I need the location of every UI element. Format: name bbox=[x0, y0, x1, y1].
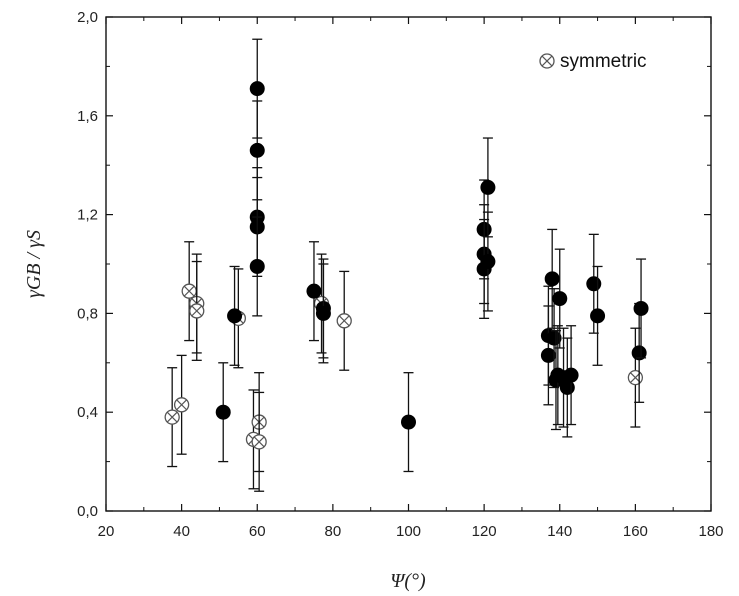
axis-ticks bbox=[105, 16, 712, 512]
filled-circle-marker bbox=[227, 308, 243, 324]
data-point-filled bbox=[590, 265, 606, 366]
y-tick-label: 0,4 bbox=[77, 404, 98, 421]
crossed-circle-marker bbox=[173, 397, 190, 413]
data-point-filled bbox=[544, 228, 560, 329]
crossed-circle-line bbox=[338, 315, 350, 327]
y-axis-title: γGB / γS bbox=[23, 230, 45, 298]
x-tick-label: 100 bbox=[396, 523, 421, 540]
data-point-filled bbox=[315, 263, 331, 364]
filled-circle-marker bbox=[586, 276, 602, 292]
data-point-filled bbox=[559, 337, 575, 438]
data-point-filled bbox=[633, 258, 649, 359]
filled-circle-marker bbox=[540, 347, 556, 363]
filled-circle-marker bbox=[215, 404, 231, 420]
filled-circle-marker bbox=[480, 179, 496, 195]
filled-circle-marker bbox=[249, 258, 265, 274]
crossed-circle-line bbox=[166, 411, 178, 423]
crossed-circle-marker bbox=[336, 313, 352, 329]
filled-circle-marker bbox=[315, 305, 331, 321]
crossed-circle-line bbox=[191, 305, 203, 317]
y-tick-label: 1,2 bbox=[77, 207, 98, 224]
filled-circle-marker bbox=[631, 345, 647, 361]
x-tick-label: 120 bbox=[472, 523, 497, 540]
filled-circle-marker bbox=[590, 308, 606, 324]
legend: symmetric bbox=[539, 51, 647, 72]
filled-circle-marker bbox=[552, 291, 568, 307]
x-tick-label: 180 bbox=[698, 523, 723, 540]
data-point-symmetric bbox=[173, 354, 190, 455]
crossed-circle-marker bbox=[189, 303, 205, 319]
crossed-circle-marker bbox=[181, 283, 197, 299]
filled-circle-marker bbox=[249, 142, 265, 158]
crossed-circle-line bbox=[253, 436, 265, 448]
data-point-filled bbox=[631, 302, 647, 403]
data-point-filled bbox=[227, 265, 243, 366]
x-axis-title: Ψ(°) bbox=[390, 570, 426, 592]
crossed-circle-marker bbox=[251, 434, 267, 450]
x-tick-label: 40 bbox=[173, 523, 190, 540]
filled-circle-marker bbox=[563, 367, 579, 383]
x-tick-label: 140 bbox=[547, 523, 572, 540]
data-point-symmetric bbox=[627, 327, 644, 428]
x-tick-label: 20 bbox=[98, 523, 115, 540]
data-point-filled bbox=[249, 216, 265, 317]
data-point-filled bbox=[401, 372, 416, 473]
filled-circle-marker bbox=[544, 271, 560, 287]
data-point-symmetric bbox=[251, 391, 267, 492]
y-tick-label: 1,6 bbox=[77, 108, 98, 125]
legend-crossed-circle bbox=[539, 53, 555, 69]
y-tick-label: 0,0 bbox=[77, 503, 98, 520]
data-point-filled bbox=[480, 211, 496, 312]
data-point-symmetric bbox=[181, 241, 197, 342]
crossed-circle-marker bbox=[627, 369, 644, 386]
legend-marker-symmetric bbox=[539, 53, 555, 69]
data-point-symmetric bbox=[164, 367, 180, 468]
filled-circle-marker bbox=[480, 254, 496, 270]
legend-label-symmetric: symmetric bbox=[560, 51, 647, 72]
data-point-filled bbox=[306, 241, 322, 342]
x-tick-label: 80 bbox=[325, 523, 342, 540]
filled-circle-marker bbox=[401, 414, 416, 430]
crossed-circle-line bbox=[183, 285, 195, 297]
y-tick-label: 0,8 bbox=[77, 305, 98, 322]
filled-circle-marker bbox=[249, 81, 265, 97]
data-point-symmetric bbox=[189, 260, 205, 361]
filled-circle-marker bbox=[633, 300, 649, 316]
data-marks bbox=[164, 38, 649, 492]
axis-tick-labels: 20 40 60 80 100 120 140 160 180 0,0 0,4 0,8 1,2 1,6 2,… bbox=[77, 9, 723, 540]
data-point-filled bbox=[552, 248, 568, 349]
y-tick-label: 2,0 bbox=[77, 9, 98, 26]
data-point-filled bbox=[215, 362, 231, 463]
crossed-circle-line bbox=[176, 399, 187, 411]
data-point-symmetric bbox=[336, 270, 352, 371]
data-point-filled bbox=[540, 305, 556, 406]
x-tick-label: 160 bbox=[623, 523, 648, 540]
x-tick-label: 60 bbox=[249, 523, 266, 540]
crossed-circle-line bbox=[541, 55, 553, 67]
crossed-circle-marker bbox=[164, 409, 180, 425]
data-point-filled bbox=[563, 325, 579, 426]
filled-circle-marker bbox=[306, 283, 322, 299]
